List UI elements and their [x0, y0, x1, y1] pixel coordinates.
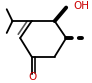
Text: OH: OH: [74, 1, 90, 11]
Text: O: O: [29, 72, 37, 82]
